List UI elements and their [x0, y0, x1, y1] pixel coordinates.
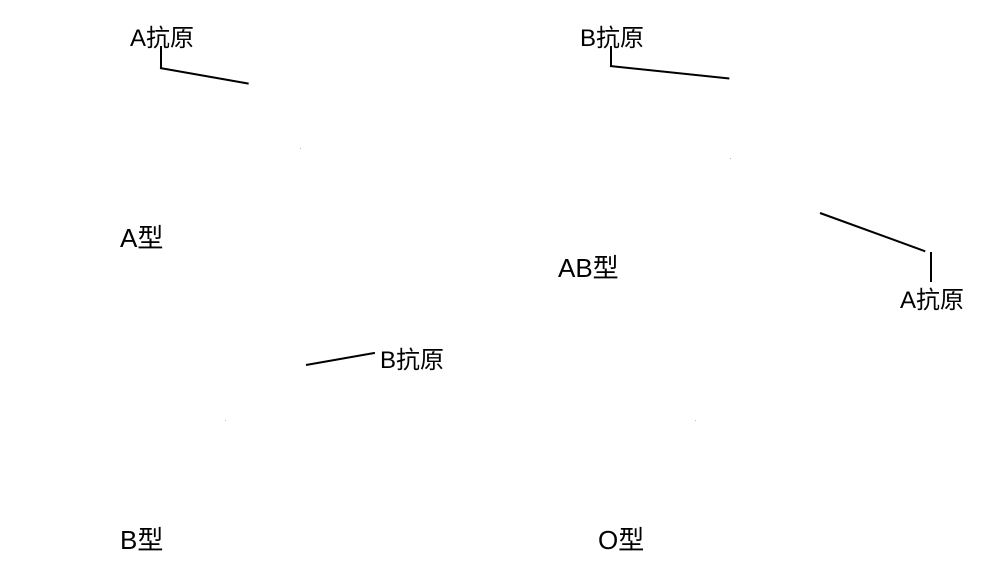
type-label-a: A型: [120, 218, 163, 255]
cell-b: [225, 420, 226, 421]
label-a-antigen-top: A抗原: [130, 18, 194, 53]
leader-b-mid: [306, 352, 375, 366]
leader-b-top-v: [610, 46, 612, 66]
type-label-b: B型: [120, 520, 163, 557]
type-label-ab: AB型: [558, 248, 619, 285]
leader-a-top: [160, 67, 249, 85]
cell-ab: [730, 158, 731, 159]
label-a-antigen-right: A抗原: [900, 280, 964, 315]
type-label-o: O型: [598, 520, 644, 557]
cell-a: [300, 148, 301, 149]
leader-a-right: [820, 212, 926, 252]
diagram-stage: A抗原 B抗原 A抗原 B抗原 A型 AB型 B型 O型: [0, 0, 1000, 564]
label-b-antigen-top: B抗原: [580, 18, 644, 53]
leader-b-top: [610, 65, 730, 80]
label-b-antigen-mid: B抗原: [380, 340, 444, 375]
leader-a-top-v: [160, 46, 162, 68]
cell-o: [695, 420, 696, 421]
leader-a-right-v: [930, 252, 932, 282]
